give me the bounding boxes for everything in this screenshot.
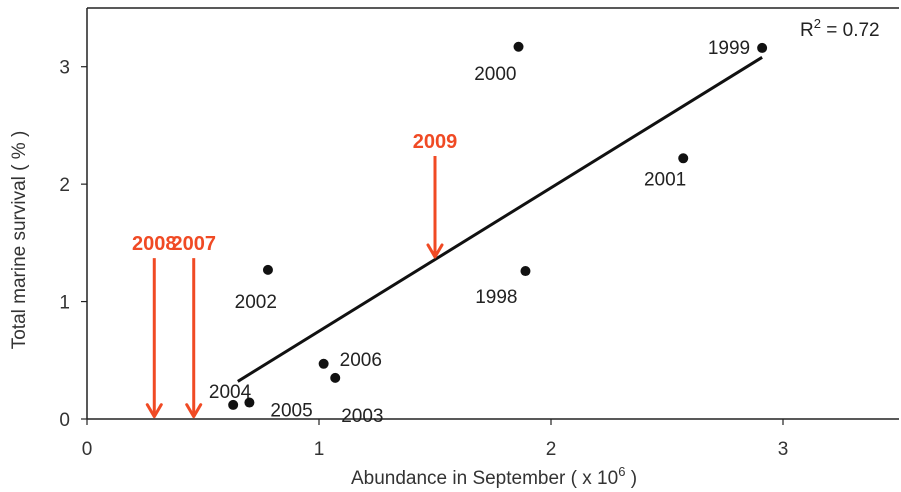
point-label-1998: 1998 [475, 287, 517, 308]
r-squared-main: R [800, 20, 814, 41]
data-point-1998 [520, 266, 531, 277]
y-tick-label: 3 [59, 58, 70, 79]
data-point-2005 [244, 397, 255, 408]
arrow-label-2009: 2009 [413, 131, 458, 153]
point-label-2005: 2005 [270, 401, 312, 422]
x-tick-label: 0 [82, 439, 93, 460]
point-label-2001: 2001 [644, 169, 686, 190]
arrow-head-2007 [185, 403, 203, 419]
point-label-2000: 2000 [474, 64, 516, 85]
x-tick-label: 1 [314, 439, 325, 460]
data-point-1999 [757, 42, 768, 53]
y-tick-label: 2 [59, 175, 70, 196]
r-squared-label: R2 = 0.72 [800, 16, 880, 41]
r-squared-value: = 0.72 [821, 20, 880, 41]
arrow-head-2009 [426, 243, 444, 259]
point-label-2006: 2006 [340, 350, 382, 371]
x-tick-label: 2 [546, 439, 557, 460]
arrow-label-2008: 2008 [132, 233, 177, 255]
data-point-2003 [330, 372, 341, 383]
trendline [237, 56, 763, 383]
trendline-group [237, 56, 763, 383]
point-label-2002: 2002 [235, 292, 277, 313]
x-axis-title: Abundance in September ( x 106 ) [351, 464, 637, 489]
data-point-2004 [228, 399, 239, 410]
data-point-2002 [262, 264, 273, 275]
r-squared-sup: 2 [814, 16, 821, 31]
data-points: 1998 1999 2000 2001 2002 2003 2004 2005 2006 [209, 38, 768, 427]
data-point-2000 [513, 41, 524, 52]
x-axis-title-sup: 6 [618, 464, 625, 479]
y-tick-label: 0 [59, 410, 70, 431]
axes [81, 7, 899, 425]
point-label-2003: 2003 [341, 406, 383, 427]
x-tick-label: 3 [778, 439, 789, 460]
point-label-1999: 1999 [708, 38, 750, 59]
y-tick-label: 1 [59, 293, 70, 314]
tick-labels: 0 1 2 3 0 1 2 3 [59, 58, 788, 460]
data-point-2006 [318, 358, 329, 369]
point-label-2004: 2004 [209, 382, 252, 403]
arrow-label-2007: 2007 [171, 233, 216, 255]
x-axis-title-main: Abundance in September ( x 10 [351, 468, 618, 489]
x-axis-title-end: ) [625, 468, 637, 489]
arrow-head-2008 [145, 403, 163, 419]
data-point-2001 [678, 153, 689, 164]
y-axis-title: Total marine survival ( % ) [9, 131, 30, 350]
